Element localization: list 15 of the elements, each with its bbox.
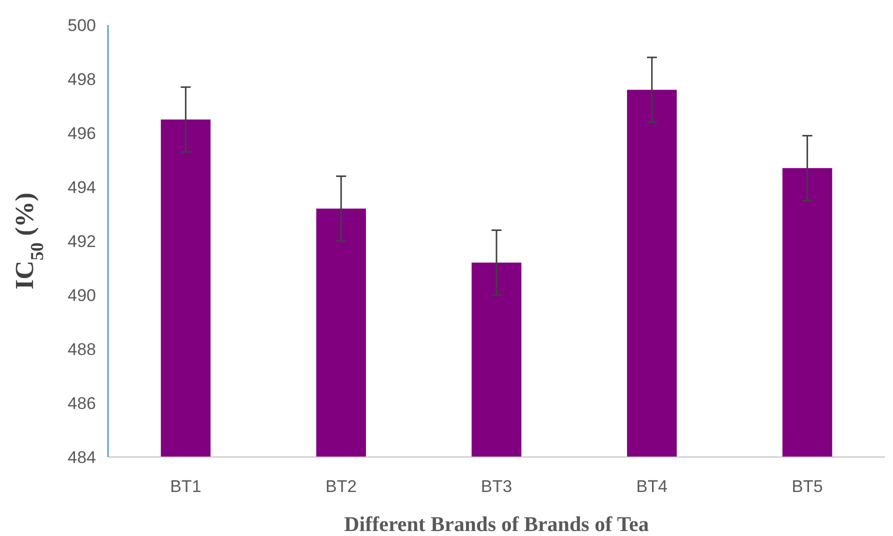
y-tick-label: 498 [68, 70, 96, 89]
y-tick-label: 486 [68, 394, 96, 413]
x-tick-label: BT5 [792, 477, 823, 496]
x-tick-label: BT1 [170, 477, 202, 496]
x-tick-label: BT4 [636, 477, 668, 496]
x-tick-label: BT2 [326, 477, 357, 496]
y-tick-label: 494 [68, 178, 96, 197]
x-tick-label: BT3 [480, 477, 512, 496]
y-tick-label: 496 [68, 124, 96, 143]
y-tick-label: 484 [68, 448, 96, 467]
y-tick-label: 490 [68, 286, 96, 305]
y-tick-label: 492 [68, 232, 96, 251]
y-tick-label: 500 [68, 16, 96, 35]
y-tick-label: 488 [68, 340, 96, 359]
x-axis-title: Different Brands of Brands of Tea [344, 512, 650, 536]
